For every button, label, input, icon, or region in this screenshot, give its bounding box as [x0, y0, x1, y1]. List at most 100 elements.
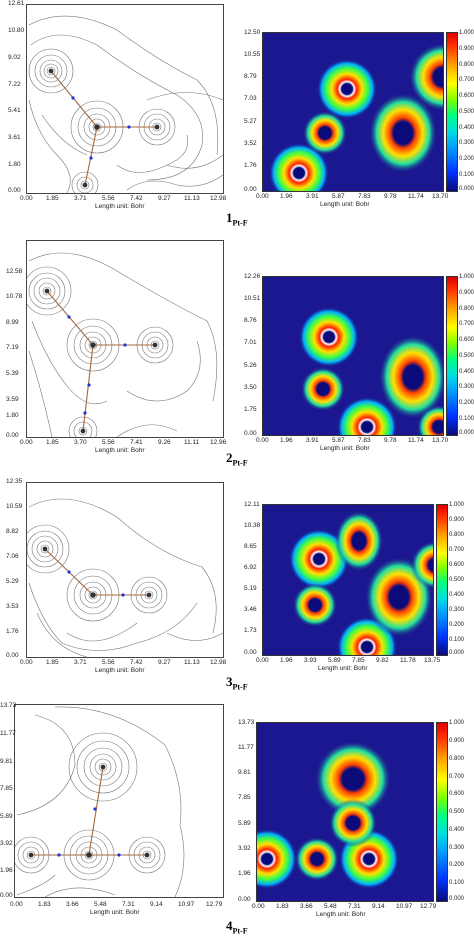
x-tick: 3.91: [306, 193, 319, 200]
colorbar-tick: 0.200: [459, 400, 474, 406]
panel-1: 12.61 10.80 9.02 7.22 5.41 3.61 1.80 0.0…: [0, 0, 474, 230]
y-tick: 0.00: [238, 896, 251, 903]
y-tick: 12.58: [6, 268, 23, 275]
colorbar-tick: 0.600: [459, 93, 474, 99]
y-tick: 1.75: [244, 406, 257, 413]
y-tick: 8.76: [244, 317, 257, 324]
x-tick: 7.31: [122, 901, 135, 908]
colorbar-tick: 0.200: [459, 156, 474, 162]
y-tick: 7.85: [0, 785, 13, 792]
y-tick: 7.01: [244, 339, 257, 346]
colorbar-tick: 0.400: [449, 592, 465, 598]
colorbar-tick: 0.800: [449, 532, 465, 538]
x-tick: 12.79: [206, 901, 223, 908]
x-tick: 7.83: [358, 193, 371, 200]
colorbar-tick: 0.500: [449, 809, 465, 815]
colorbar-tick: 0.400: [459, 125, 474, 131]
colorbar-tick: 0.100: [449, 637, 465, 643]
x-tick: 0.00: [256, 437, 269, 444]
colorbar-tick: 0.000: [459, 186, 474, 192]
y-tick: 0.00: [8, 187, 21, 194]
colorbar-tick: 0.600: [449, 562, 465, 568]
y-tick: 10.38: [244, 522, 261, 529]
y-tick: 12.26: [244, 273, 261, 280]
elf-map-1: [262, 32, 444, 192]
y-tick: 0.00: [6, 652, 19, 659]
y-tick: 1.76: [6, 628, 19, 635]
x-tick: 12.98: [210, 195, 227, 202]
x-tick: 5.48: [324, 903, 337, 910]
x-tick: 13.70: [432, 437, 449, 444]
x-tick: 0.00: [20, 439, 33, 446]
panel-label-4: 4Pt-F: [226, 918, 248, 936]
y-tick: 10.59: [6, 503, 23, 510]
y-tick: 7.85: [238, 794, 251, 801]
y-tick: 3.53: [6, 603, 19, 610]
contour-plot-3: [26, 482, 224, 658]
colorbar-tick: 0.800: [459, 62, 474, 68]
x-tick: 13.70: [432, 193, 449, 200]
x-tick: 5.87: [332, 437, 345, 444]
panel-3: 12.35 10.59 8.82 7.06 5.29 3.53 1.76 0.0…: [0, 476, 474, 696]
x-axis-label: Length unit: Bohr: [320, 445, 370, 452]
colorbar-tick: 0.600: [449, 791, 465, 797]
x-tick: 11.11: [184, 439, 200, 446]
contour-lines: [15, 706, 185, 897]
x-tick: 0.00: [20, 659, 33, 666]
y-tick: 9.81: [238, 769, 251, 776]
x-tick: 5.56: [102, 659, 115, 666]
x-tick: 1.83: [276, 903, 289, 910]
x-tick: 3.66: [300, 903, 313, 910]
x-tick: 9.26: [158, 439, 171, 446]
y-tick: 11.77: [0, 730, 16, 737]
x-tick: 0.00: [252, 903, 265, 910]
colorbar-tick: 0.400: [449, 827, 465, 833]
panel-label-1: 1Pt-F: [226, 210, 248, 228]
x-axis-label: Length unit: Bohr: [95, 667, 145, 674]
colorbar-tick: 0.600: [459, 337, 474, 343]
y-tick: 12.50: [244, 29, 261, 36]
y-tick: 3.92: [0, 840, 13, 847]
x-tick: 13.75: [424, 657, 441, 664]
y-tick: 5.89: [0, 813, 13, 820]
x-tick: 3.66: [66, 901, 79, 908]
x-tick: 7.42: [130, 659, 143, 666]
y-tick: 12.35: [6, 478, 23, 485]
x-tick: 1.96: [280, 657, 293, 664]
y-tick: 3.52: [244, 140, 257, 147]
colorbar-tick: 0.700: [459, 77, 474, 83]
contour-plot-2: [26, 240, 224, 438]
y-tick: 0.00: [244, 186, 257, 193]
x-tick: 3.91: [306, 437, 319, 444]
x-tick: 1.83: [38, 901, 51, 908]
colorbar-tick: 0.700: [459, 321, 474, 327]
contour-plot-4: [14, 704, 224, 898]
colorbar-tick: 0.300: [459, 384, 474, 390]
x-axis-label: Length unit: Bohr: [318, 665, 368, 672]
panel-label-3: 3Pt-F: [226, 674, 248, 692]
elf-map-4: [256, 722, 434, 902]
y-tick: 5.41: [8, 107, 21, 114]
y-tick: 3.59: [6, 396, 19, 403]
colorbar-tick: 0.200: [449, 862, 465, 868]
x-tick: 9.27: [158, 195, 171, 202]
x-tick: 11.78: [400, 657, 416, 664]
colorbar-tick: 0.900: [459, 290, 474, 296]
x-tick: 5.89: [328, 657, 341, 664]
colorbar-tick: 0.800: [459, 306, 474, 312]
y-tick: 10.55: [244, 51, 261, 58]
y-tick: 7.03: [244, 95, 257, 102]
y-tick: 1.73: [244, 627, 257, 634]
heat-blobs: [269, 43, 443, 191]
x-axis-label: Length unit: Bohr: [320, 201, 370, 208]
y-tick: 3.46: [244, 606, 257, 613]
x-tick: 9.82: [376, 657, 389, 664]
y-tick: 13.73: [238, 719, 255, 726]
x-tick: 9.27: [158, 659, 171, 666]
heat-blobs: [257, 741, 399, 889]
y-tick: 0.00: [6, 432, 19, 439]
x-axis-label: Length unit: Bohr: [90, 909, 140, 916]
x-tick: 3.71: [74, 659, 87, 666]
x-axis-label: Length unit: Bohr: [95, 447, 145, 454]
contour-lines: [28, 15, 223, 193]
